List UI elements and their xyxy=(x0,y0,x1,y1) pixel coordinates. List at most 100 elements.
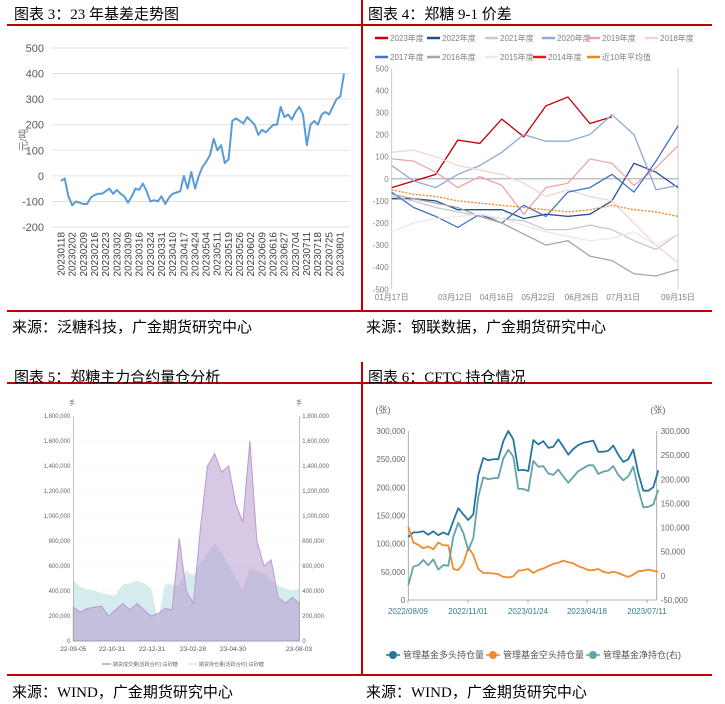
chart3-ylabel: 元/吨 xyxy=(17,129,30,152)
chart3-y-tick-label: 100 xyxy=(26,145,44,157)
chart6-x-tick-label: 2023/04/18 xyxy=(567,607,608,616)
chart6-unit-left: (张) xyxy=(376,405,391,415)
chart4-x-tick-label: 05月22日 xyxy=(521,293,555,302)
chart5-y-left-tick-label: 1,800,000 xyxy=(44,414,71,420)
chart3-x-tick-label: 20230616 xyxy=(269,232,280,277)
chart3-y-tick-label: 400 xyxy=(26,69,44,81)
figure4-title: 图表 4：郑糖 9-1 价差 xyxy=(368,7,512,23)
chart3-x-tick-label: 20230417 xyxy=(179,232,190,277)
chart4-legend-label: 近10年平均值 xyxy=(602,52,651,62)
chart5-y-right-tick-label: 1,000,000 xyxy=(302,514,329,520)
chart4-y-tick-label: 400 xyxy=(375,86,389,95)
chart4-legend-label: 2016年度 xyxy=(442,52,476,62)
chart6-y-left-tick-label: 0 xyxy=(401,596,406,605)
chart5-y-left-tick-label: 0 xyxy=(67,639,71,645)
chart4-x-tick-label: 04月16日 xyxy=(480,293,514,302)
chart5-x-tick-label: 23-08-03 xyxy=(286,646,312,653)
chart3-x-tick-label: 20230324 xyxy=(146,232,157,277)
chart5-y-right-tick-label: 200,000 xyxy=(302,614,324,620)
chart6-y-left-tick-label: 250,000 xyxy=(376,455,405,464)
chart6-y-right-tick-label: 50,000 xyxy=(661,548,686,557)
chart6-y-left-tick-label: 50,000 xyxy=(381,568,406,577)
column-divider-top xyxy=(361,0,363,312)
chart6-series-line xyxy=(407,448,660,586)
chart3-x-tick-label: 20230504 xyxy=(202,232,213,277)
chart3-x-tick-label: 20230209 xyxy=(79,232,90,277)
chart4-y-tick-label: 0 xyxy=(384,175,389,184)
chart3-x-tick-label: 20230711 xyxy=(302,232,313,276)
chart3-y-tick-label: 300 xyxy=(26,94,44,106)
chart3-x-tick-label: 20230519 xyxy=(224,232,235,277)
chart4-series-line xyxy=(391,113,679,191)
chart5-y-right-tick-label: 1,600,000 xyxy=(302,439,329,445)
chart4-legend-label: 2014年度 xyxy=(548,52,582,62)
chart4-series-line xyxy=(391,96,613,189)
chart5-y-left-tick-label: 800,000 xyxy=(49,539,71,545)
chart6-x-tick-label: 2022/08/09 xyxy=(388,607,429,616)
chart3-x-tick-label: 20230223 xyxy=(101,232,112,277)
chart4-x-tick-label: 01月17日 xyxy=(375,293,409,302)
chart4-y-tick-label: 300 xyxy=(375,109,389,118)
chart3-x-tick-label: 20230202 xyxy=(68,232,79,277)
chart4-x-tick-label: 07月31日 xyxy=(606,293,640,302)
chart5-x-tick-label: 23-04-30 xyxy=(220,646,246,653)
chart4-y-tick-label: 100 xyxy=(375,153,389,162)
chart6-legend-label: 管理基金多头持仓量 xyxy=(403,649,484,660)
chart3-x-tick-label: 20230725 xyxy=(324,232,335,277)
chart5-unit-right: 手 xyxy=(296,399,302,407)
chart5-y-right-tick-label: 1,200,000 xyxy=(302,489,329,495)
source-rule-bottom xyxy=(7,674,712,676)
column-divider-bottom xyxy=(361,362,363,676)
figure5-source: 来源：WIND，广金期货研究中心 xyxy=(12,685,233,701)
chart6-y-right-tick-label: 200,000 xyxy=(661,475,690,484)
chart6-y-right-tick-label: 100,000 xyxy=(661,524,690,533)
chart3-x-tick-label: 20230424 xyxy=(190,232,201,277)
chart4-series-line xyxy=(391,145,679,216)
chart3-x-tick-label: 20230118 xyxy=(57,232,68,276)
chart3-x-tick-label: 20230801 xyxy=(336,232,347,277)
chart5-x-tick-label: 22-10-31 xyxy=(99,646,125,653)
chart6-x-tick-label: 2023/07/11 xyxy=(627,607,667,616)
chart3-y-tick-label: 500 xyxy=(26,43,44,55)
source-rule-top xyxy=(7,310,712,312)
chart4-legend-label: 2021年度 xyxy=(500,33,534,43)
chart5-y-left-tick-label: 1,600,000 xyxy=(44,439,71,445)
chart4-series-line xyxy=(391,149,679,264)
figure3-title: 图表 3：23 年基差走势图 xyxy=(14,7,180,23)
chart4-y-tick-label: -400 xyxy=(373,263,390,272)
chart3-y-tick-label: -100 xyxy=(22,196,44,208)
chart5-legend-label: 期货持仓量(活跃合约):白砂糖 xyxy=(199,661,264,668)
chart3-x-tick-label: 20230216 xyxy=(90,232,101,277)
chart6-legend-marker xyxy=(589,651,597,659)
chart3-x-tick-label: 20230302 xyxy=(112,232,123,277)
chart6-y-left-tick-label: 300,000 xyxy=(376,427,405,436)
chart5-x-tick-label: 22-09-05 xyxy=(60,646,86,653)
chart5-y-right-tick-label: 800,000 xyxy=(302,539,324,545)
chart4-series-line xyxy=(391,162,679,220)
chart5-y-right-tick-label: 0 xyxy=(302,639,306,645)
chart4-legend-label: 2019年度 xyxy=(602,33,636,43)
chart6-y-right-tick-label: 0 xyxy=(661,572,666,581)
chart4-legend-label: 2023年度 xyxy=(390,33,424,43)
chart4-series-line xyxy=(391,193,679,277)
figure6-source: 来源：WIND，广金期货研究中心 xyxy=(366,685,587,701)
chart3-x-tick-label: 20230718 xyxy=(313,232,324,277)
chart3-x-tick-label: 20230704 xyxy=(291,232,302,277)
chart6-unit-right: (张) xyxy=(651,405,666,415)
figure6-title: 图表 6：CFTC 持仓情况 xyxy=(368,370,526,386)
chart4-y-tick-label: 500 xyxy=(375,64,389,73)
chart3-y-tick-label: -200 xyxy=(22,222,44,234)
chart4-y-tick-label: 200 xyxy=(375,131,389,140)
chart5-x-tick-label: 23-02-28 xyxy=(180,646,206,653)
chart3-basis-line xyxy=(60,73,345,207)
chart3-x-tick-label: 20230609 xyxy=(257,232,268,277)
chart5-y-right-tick-label: 400,000 xyxy=(302,589,324,595)
chart4-y-tick-label: -200 xyxy=(373,219,390,228)
chart4-legend-label: 2018年度 xyxy=(660,33,694,43)
chart6-legend-marker xyxy=(489,651,497,659)
chart5-y-left-tick-label: 600,000 xyxy=(49,564,71,570)
chart6-y-left-tick-label: 200,000 xyxy=(376,483,405,492)
chart6-series-line xyxy=(407,430,660,538)
chart3-x-tick-label: 20230627 xyxy=(280,232,291,277)
chart4-x-tick-label: 06月26日 xyxy=(565,293,599,302)
